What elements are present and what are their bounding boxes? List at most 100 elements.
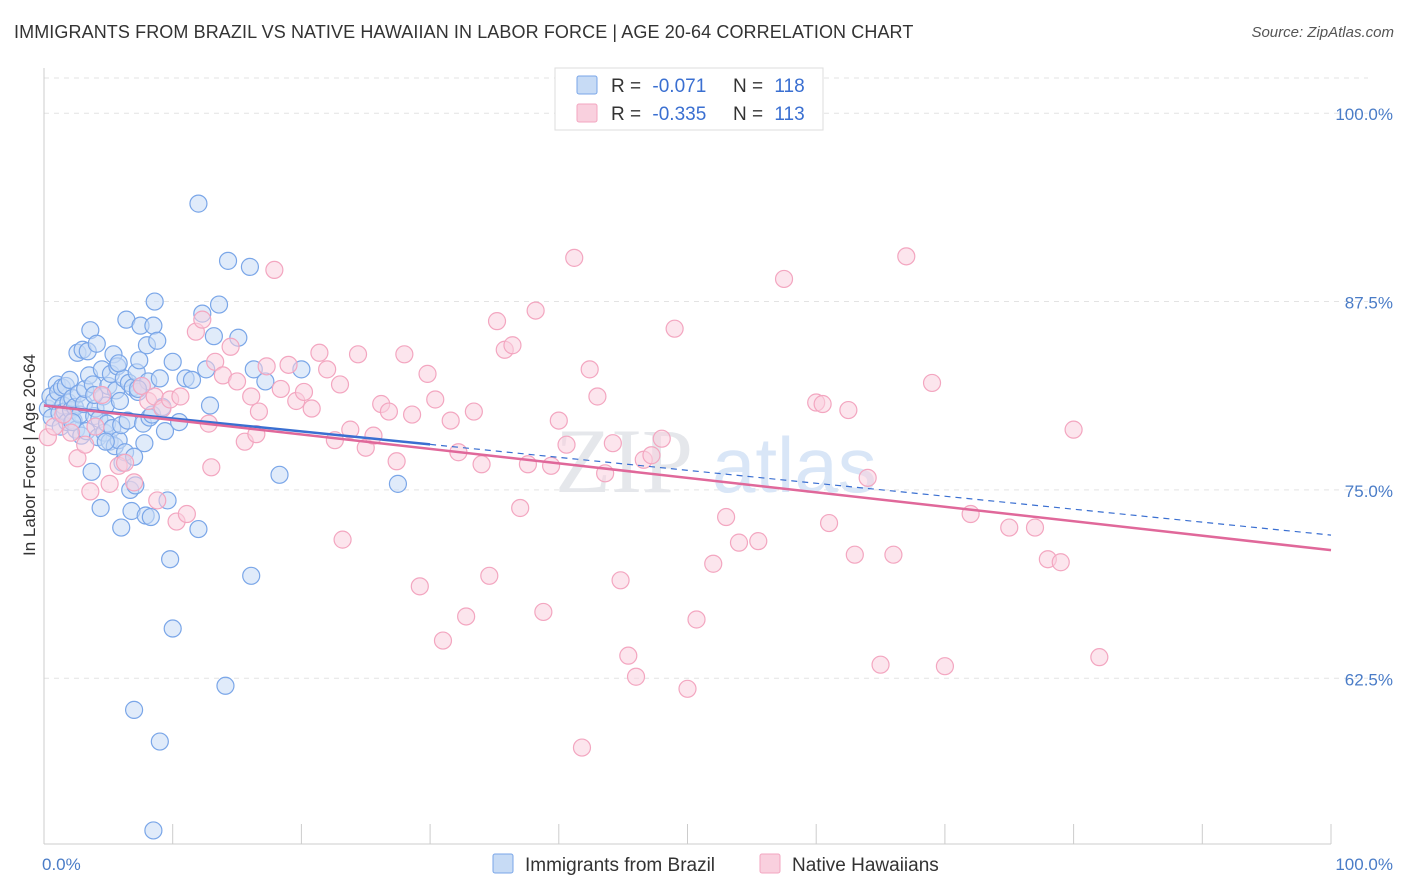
hawaiian-point-95 [845, 545, 864, 564]
hawaiian-point-84 [678, 679, 697, 698]
hawaiian-point-1 [45, 417, 64, 436]
brazil-point-80 [145, 292, 164, 311]
hawaiian-point-26 [221, 337, 240, 356]
trend-line-brazil-extension [430, 443, 1332, 536]
svg-text:N = 113: N = 113 [733, 104, 805, 125]
hawaiian-point-76 [603, 434, 622, 453]
hawaiian-point-58 [464, 402, 483, 421]
y-tick-label-0: 100.0% [1335, 105, 1393, 124]
legend-r-value-hawaiian: -0.335 [652, 104, 706, 125]
hawaiian-point-49 [395, 345, 414, 364]
watermark-atlas: atlas [712, 421, 877, 509]
hawaiian-point-90 [774, 269, 794, 289]
hawaiian-point-30 [249, 402, 269, 421]
hawaiian-point-108 [1090, 648, 1109, 667]
hawaiian-point-48 [387, 452, 406, 471]
hawaiian-point-50 [402, 405, 422, 424]
bottom-legend: Immigrants from Brazil Native Hawaiians [492, 853, 939, 876]
x-tick-label-min: 0.0% [42, 855, 81, 874]
hawaiian-point-63 [503, 336, 522, 355]
hawaiian-point-79 [626, 667, 646, 686]
hawaiian-point-74 [588, 387, 607, 406]
legend-n-label-brazil: N = [733, 76, 763, 97]
brazil-point-35 [87, 334, 106, 353]
hawaiian-point-103 [1000, 518, 1019, 537]
hawaiian-point-106 [1051, 553, 1070, 572]
brazil-point-81 [148, 331, 167, 350]
brazil-point-72 [135, 434, 154, 453]
brazil-point-86 [161, 550, 180, 569]
hawaiian-point-96 [858, 468, 877, 487]
hawaiian-point-104 [1025, 518, 1045, 537]
legend-n-value-hawaiian: 113 [774, 104, 804, 125]
hawaiian-point-93 [819, 513, 839, 533]
hawaiian-point-68 [541, 456, 561, 475]
brazil-point-117 [96, 432, 115, 451]
hawaiian-point-66 [526, 301, 545, 320]
hawaiian-point-47 [379, 402, 399, 421]
hawaiian-point-81 [642, 446, 661, 465]
hawaiian-point-3 [61, 423, 81, 442]
hawaiian-point-82 [652, 429, 671, 448]
hawaiian-point-33 [271, 379, 290, 399]
brazil-point-84 [155, 422, 175, 441]
trend-lines [43, 404, 1332, 552]
hawaiian-point-87 [717, 507, 736, 527]
svg-text:N = 118: N = 118 [733, 76, 805, 97]
hawaiian-point-24 [206, 352, 225, 371]
series-brazil-points [38, 194, 408, 840]
brazil-point-101 [256, 372, 275, 391]
hawaiian-point-31 [257, 357, 276, 376]
hawaiian-point-6 [81, 482, 100, 501]
brazil-point-82 [150, 369, 169, 388]
hawaiian-point-112 [330, 375, 350, 394]
hawaiian-point-86 [704, 554, 723, 573]
hawaiian-point-97 [871, 655, 890, 674]
x-tick-label-max: 100.0% [1335, 855, 1393, 874]
brazil-point-90 [182, 370, 202, 390]
brazil-point-91 [189, 519, 208, 539]
hawaiian-point-72 [572, 738, 592, 757]
hawaiian-point-51 [410, 577, 429, 596]
trend-line-hawaiian [43, 404, 1332, 552]
hawaiian-point-54 [433, 631, 453, 650]
legend-swatch-hawaiian [576, 103, 598, 123]
hawaiian-point-29 [242, 387, 261, 406]
brazil-point-109 [150, 732, 169, 751]
brazil-point-102 [270, 465, 289, 484]
legend-n-value-brazil: 118 [774, 76, 804, 97]
hawaiian-point-70 [557, 435, 576, 454]
hawaiian-point-13 [132, 376, 151, 396]
brazil-point-104 [388, 474, 408, 493]
hawaiian-point-22 [193, 310, 212, 329]
hawaiian-point-4 [68, 449, 87, 468]
watermark: ZIP atlas [555, 410, 877, 512]
hawaiian-point-107 [1064, 420, 1083, 439]
hawaiian-point-92 [813, 394, 832, 414]
hawaiian-point-88 [729, 533, 749, 552]
hawaiian-point-78 [619, 646, 638, 665]
hawaiian-point-8 [92, 385, 112, 405]
source-label: Source: ZipAtlas.com [1251, 24, 1394, 41]
chart-title: IMMIGRANTS FROM BRAZIL VS NATIVE HAWAIIA… [14, 22, 914, 42]
hawaiian-point-59 [472, 455, 491, 474]
hawaiian-point-11 [115, 453, 135, 472]
axes [43, 68, 1332, 845]
svg-text:R = -0.071: R = -0.071 [611, 76, 706, 97]
hawaiian-point-73 [580, 360, 599, 379]
hawaiian-point-89 [749, 532, 768, 551]
y-tick-label-2: 75.0% [1345, 482, 1393, 501]
brazil-point-79 [144, 316, 163, 335]
legend-box: R = -0.071 N = 118 R = -0.335 N = 113 [554, 67, 824, 131]
hawaiian-point-43 [348, 345, 368, 364]
hawaiian-point-19 [171, 387, 190, 406]
hawaiian-point-85 [687, 610, 706, 629]
hawaiian-point-101 [935, 657, 955, 676]
hawaiian-point-55 [441, 411, 460, 430]
brazil-point-115 [189, 194, 208, 213]
hawaiian-point-99 [897, 247, 916, 266]
hawaiian-point-5 [76, 435, 95, 454]
brazil-point-94 [200, 396, 220, 415]
brazil-point-112 [163, 619, 182, 638]
